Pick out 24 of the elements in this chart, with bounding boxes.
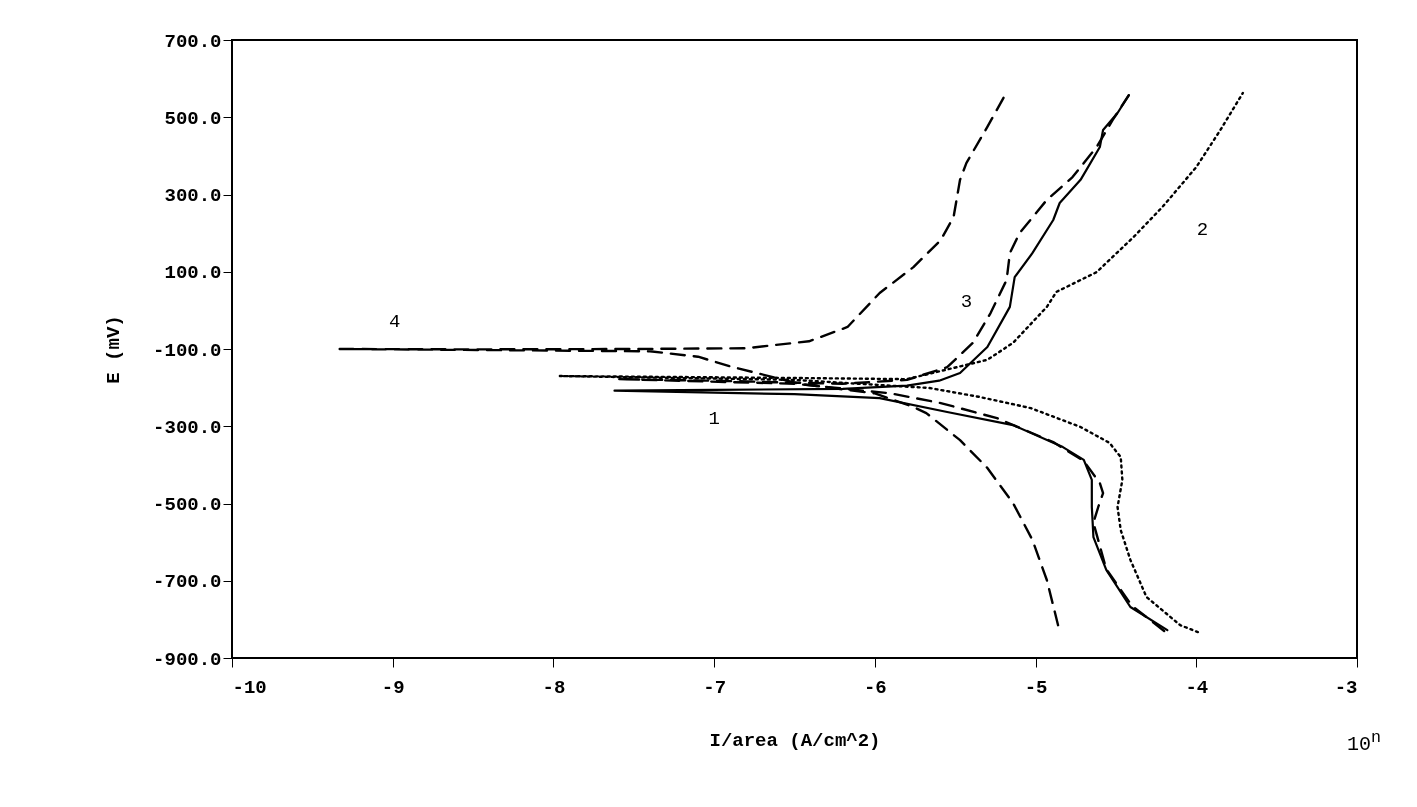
y-tick-label: 300.0 xyxy=(164,185,222,207)
y-tick-label: -900.0 xyxy=(153,648,222,671)
y-tick-label: -300.0 xyxy=(153,416,222,439)
x-tick-label: -5 xyxy=(1024,676,1048,699)
series-label: 3 xyxy=(960,291,973,314)
series-label: 2 xyxy=(1196,218,1209,241)
x-tick-label: -8 xyxy=(542,676,566,699)
series-label: 1 xyxy=(708,407,720,430)
x-tick-label: -9 xyxy=(381,676,405,699)
x-tick-label: -7 xyxy=(703,676,727,699)
y-tick-label: -500.0 xyxy=(153,494,222,516)
text: 10$^{n}$ xyxy=(1347,728,1382,756)
x-axis-title: I/area (A/cm^2) xyxy=(709,729,881,752)
y-tick-label: -700.0 xyxy=(153,571,222,594)
y-tick-label: 700.0 xyxy=(164,30,222,53)
y-tick-label: -100.0 xyxy=(153,339,222,362)
y-tick-label: 100.0 xyxy=(164,262,222,285)
x-tick-label: -6 xyxy=(863,676,887,699)
x-tick-label: -3 xyxy=(1334,676,1358,699)
series-label: 4 xyxy=(388,311,401,333)
y-axis-title: E (mV) xyxy=(103,315,126,384)
y-tick-label: 500.0 xyxy=(164,107,222,130)
x-tick-label: -4 xyxy=(1185,676,1209,699)
x-tick-label: -10 xyxy=(232,676,267,699)
